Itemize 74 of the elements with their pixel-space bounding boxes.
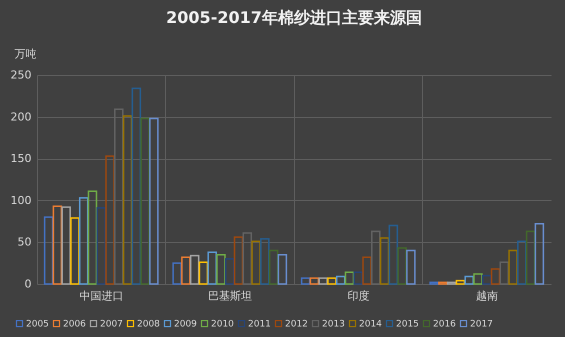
x-tick-label: 越南	[476, 290, 498, 302]
bar	[388, 224, 398, 285]
bar	[172, 262, 182, 285]
bar	[216, 254, 226, 285]
bar	[380, 237, 390, 285]
y-axis-title: 万吨	[14, 48, 36, 60]
legend-label: 2013	[322, 320, 345, 330]
bar	[534, 223, 544, 285]
bar	[105, 155, 115, 285]
legend-label: 2016	[433, 320, 456, 330]
bar	[500, 262, 510, 285]
bar	[78, 197, 88, 285]
bar	[122, 115, 132, 285]
bar	[318, 277, 328, 285]
legend-label: 2008	[137, 320, 160, 330]
legend-label: 2012	[285, 320, 308, 330]
bar	[268, 250, 278, 285]
bar	[526, 230, 536, 285]
bar	[464, 276, 474, 285]
legend-label: 2015	[396, 320, 419, 330]
y-tick-label: 0	[24, 278, 32, 290]
bar	[234, 236, 244, 285]
bar	[132, 88, 142, 285]
bar	[251, 240, 261, 285]
bar	[456, 280, 466, 285]
bar	[362, 256, 372, 285]
y-tick-label: 50	[18, 236, 32, 249]
bar	[310, 277, 320, 285]
legend-label: 2010	[211, 320, 234, 330]
legend-label: 2014	[359, 320, 382, 330]
bar	[344, 272, 354, 285]
bar	[327, 277, 337, 285]
bar	[354, 272, 363, 285]
bar	[70, 217, 80, 285]
legend-label: 2006	[63, 320, 86, 330]
bar	[190, 254, 200, 285]
bar	[140, 118, 150, 285]
legend-label: 2011	[248, 320, 271, 330]
bar	[225, 258, 234, 285]
legend-label: 2005	[26, 320, 49, 330]
bar	[181, 256, 191, 285]
chart-title: 2005-2017年棉纱进口主要来源国	[166, 8, 422, 27]
bar	[490, 268, 500, 285]
legend-label: 2007	[100, 320, 123, 330]
x-tick-label: 巴基斯坦	[208, 290, 252, 302]
bar	[44, 216, 54, 285]
bar	[149, 118, 159, 285]
bar	[300, 277, 310, 285]
bar	[52, 206, 62, 285]
bar	[517, 240, 527, 285]
y-tick-label: 150	[10, 152, 32, 166]
bar	[336, 276, 346, 285]
bar	[482, 274, 492, 285]
x-tick-label: 印度	[347, 290, 370, 302]
bar	[96, 207, 106, 285]
legend-label: 2009	[174, 320, 198, 330]
bar	[446, 282, 456, 285]
y-tick-label: 100	[10, 194, 32, 207]
bar	[406, 250, 416, 285]
bar	[260, 238, 270, 285]
y-tick-label: 200	[10, 110, 32, 124]
bar	[61, 206, 71, 285]
bar	[429, 282, 439, 285]
x-tick-label: 中国进口	[79, 290, 124, 302]
bar	[508, 250, 518, 285]
bar	[207, 251, 217, 285]
bar	[397, 247, 407, 285]
bar	[438, 282, 448, 285]
bar	[198, 262, 208, 285]
bar	[278, 254, 288, 285]
bar	[88, 190, 98, 285]
bar	[473, 273, 483, 285]
y-tick-label: 250	[10, 68, 32, 82]
legend-label: 2017	[470, 320, 493, 330]
